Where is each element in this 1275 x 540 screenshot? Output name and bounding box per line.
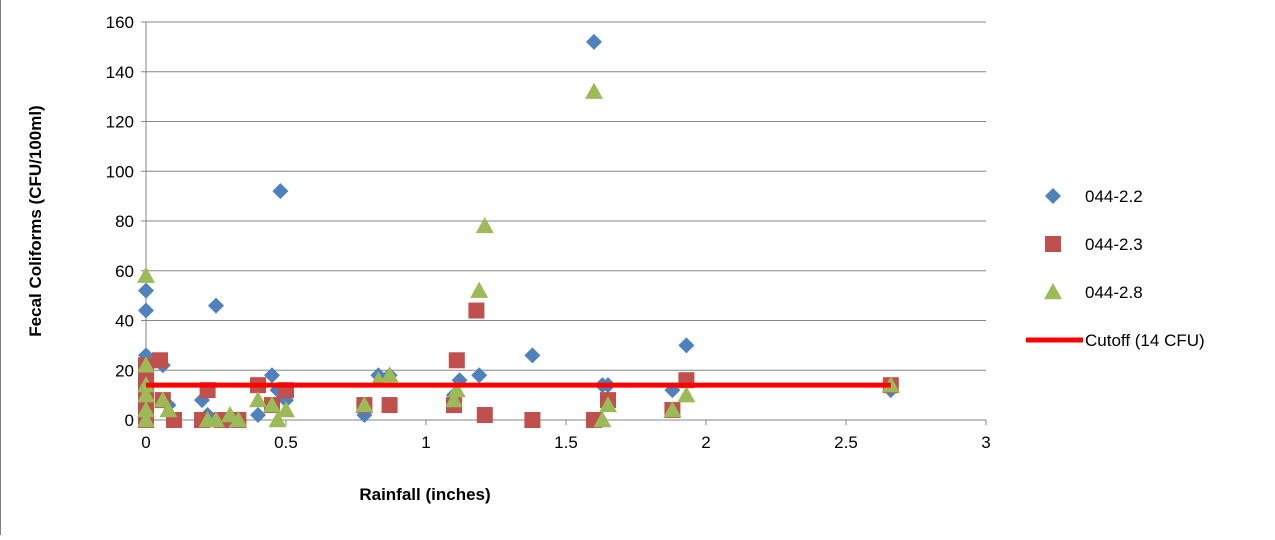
data-point [208, 297, 224, 314]
legend-label: Cutoff (14 CFU) [1085, 331, 1205, 350]
data-series [137, 33, 900, 428]
data-point [585, 82, 603, 99]
data-point [264, 367, 280, 384]
data-point [593, 411, 612, 428]
x-tick-label: 2 [701, 433, 710, 452]
data-point [137, 401, 155, 418]
x-tick-label: 2.5 [834, 433, 858, 452]
x-tick-label: 0.5 [274, 433, 298, 452]
axes [141, 21, 987, 425]
y-tick-label: 100 [106, 162, 134, 181]
data-point [475, 216, 494, 234]
y-tick-label: 80 [115, 212, 134, 231]
data-point [447, 381, 466, 398]
data-point [152, 352, 168, 369]
data-point [476, 407, 493, 424]
data-point [380, 366, 399, 383]
data-point [263, 396, 281, 413]
y-tick-label: 40 [115, 312, 134, 331]
data-point [599, 396, 617, 413]
data-point [272, 183, 289, 200]
data-point [249, 391, 267, 408]
data-point [471, 367, 488, 384]
data-point [137, 411, 155, 428]
legend-triangle-swatch [1044, 283, 1062, 300]
data-point [277, 401, 295, 418]
y-tick-label: 120 [106, 113, 134, 132]
data-point [250, 407, 266, 424]
x-tick-label: 0 [141, 433, 150, 452]
data-point [137, 386, 155, 403]
y-axis-title: Fecal Coliforms (CFU/100ml) [26, 105, 45, 336]
data-point [381, 397, 398, 414]
data-point [138, 282, 154, 299]
y-tick-label: 20 [115, 361, 134, 380]
data-point [468, 302, 485, 319]
data-point [137, 266, 155, 283]
data-point [663, 401, 682, 418]
data-point [268, 411, 287, 428]
data-point [355, 396, 374, 413]
data-point [678, 337, 695, 354]
data-point [677, 386, 696, 403]
legend-square-swatch [1045, 236, 1061, 252]
data-point [138, 302, 154, 319]
y-tick-label: 160 [106, 13, 134, 32]
data-point [229, 411, 248, 428]
x-tick-label: 1.5 [554, 433, 578, 452]
x-axis-title: Rainfall (inches) [359, 485, 490, 504]
data-point [137, 356, 155, 373]
legend-label: 044-2.8 [1085, 283, 1143, 302]
data-point [207, 411, 225, 428]
x-tick-label: 3 [981, 433, 990, 452]
legend: 044-2.2 044-2.3 044-2.8 Cutoff (14 CFU) [1026, 187, 1205, 350]
legend-label: 044-2.2 [1085, 187, 1143, 206]
data-point [448, 352, 465, 369]
data-point [445, 391, 463, 408]
data-point [470, 281, 489, 298]
y-tick-label: 140 [106, 63, 134, 82]
legend-diamond-swatch [1045, 188, 1061, 204]
gridlines [146, 21, 986, 371]
y-tick-label: 0 [125, 411, 134, 430]
x-tick-label: 1 [421, 433, 430, 452]
y-tick-label: 60 [115, 262, 134, 281]
legend-label: 044-2.3 [1085, 235, 1143, 254]
data-point [524, 412, 541, 428]
data-point [159, 401, 178, 418]
data-point [586, 33, 602, 50]
data-point [524, 347, 541, 364]
tick-labels: 0 0.5 1 1.5 2 2.5 3 0 20 40 60 80 100 120 140 160 [106, 13, 991, 452]
